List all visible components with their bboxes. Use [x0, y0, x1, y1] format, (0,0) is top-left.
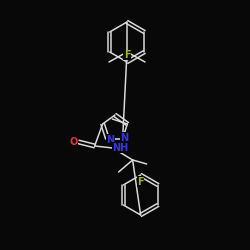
Text: NH: NH [112, 143, 129, 153]
Text: F: F [124, 50, 130, 60]
Text: N: N [106, 134, 114, 144]
Text: F: F [137, 177, 144, 187]
Text: N: N [120, 132, 129, 142]
Text: O: O [70, 137, 78, 147]
